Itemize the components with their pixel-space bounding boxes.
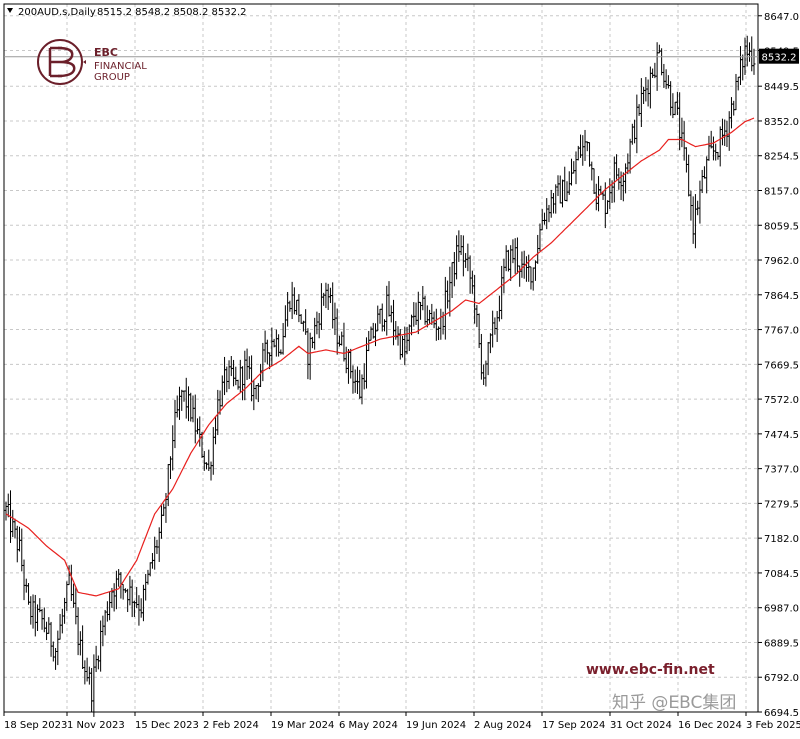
y-tick-label: 7572.0: [764, 395, 799, 406]
y-tick-label: 7767.0: [764, 326, 799, 337]
logo-brand: EBC: [94, 46, 118, 59]
moving-average: [5, 117, 755, 597]
x-tick-label: 16 Dec 2024: [678, 720, 742, 731]
last-price-label: 8532.2: [762, 53, 797, 64]
y-axis: 8647.08549.58449.58352.08254.58157.08059…: [758, 12, 799, 719]
y-tick-label: 6792.0: [764, 673, 799, 684]
site-watermark: www.ebc-fin.net: [586, 662, 715, 678]
y-tick-label: 7279.5: [764, 499, 799, 510]
x-tick-label: 15 Dec 2023: [135, 720, 199, 731]
y-tick-label: 7474.5: [764, 430, 799, 441]
logo-line2: GROUP: [94, 72, 130, 83]
y-tick-label: 8254.5: [764, 152, 799, 163]
symbol-label: 200AUD.s,Daily: [18, 7, 96, 18]
moving-average-line: [5, 117, 755, 597]
y-tick-label: 8059.5: [764, 221, 799, 232]
y-tick-label: 6987.0: [764, 604, 799, 615]
last-price-label-bg: [759, 48, 799, 64]
x-tick-label: 2 Aug 2024: [474, 720, 532, 731]
y-tick-label: 7182.0: [764, 534, 799, 545]
x-tick-label: 31 Oct 2024: [610, 720, 672, 731]
x-tick-label: 3 Feb 2025: [746, 720, 800, 731]
ohlc-bar: [752, 48, 756, 75]
chart-header: 200AUD.s,Daily 8515.2 8548.2 8508.2 8532…: [7, 7, 247, 18]
x-tick-label: 19 Mar 2024: [271, 720, 334, 731]
x-tick-label: 19 Jun 2024: [406, 720, 466, 731]
y-tick-label: 7864.5: [764, 291, 799, 302]
y-tick-label: 8352.0: [764, 117, 799, 128]
last-price-marker: 8532.2: [4, 48, 799, 64]
y-tick-label: 7669.5: [764, 360, 799, 371]
zhihu-watermark: 知乎 @EBC集团: [612, 693, 736, 713]
y-tick-label: 8647.0: [764, 12, 799, 23]
x-tick-label: 2 Feb 2024: [203, 720, 259, 731]
y-tick-label: 6889.5: [764, 638, 799, 649]
y-tick-label: 7377.0: [764, 465, 799, 476]
ebc-logo: EBC FINANCIAL GROUP: [37, 39, 147, 85]
plot-frame: [3, 3, 759, 713]
y-tick-label: 8449.5: [764, 82, 799, 93]
x-axis: 18 Sep 2023 1 Nov 2023 15 Dec 2023 2 Feb 20…: [3, 712, 800, 731]
dropdown-triangle-icon[interactable]: [7, 8, 13, 13]
ebc-emblem-icon: [37, 39, 86, 85]
y-tick-label: 6694.5: [764, 708, 799, 719]
x-tick-label: 17 Sep 2024: [542, 720, 605, 731]
x-tick-label: 6 May 2024: [339, 720, 398, 731]
y-tick-label: 8157.0: [764, 186, 799, 197]
ohlc-bars: [4, 35, 756, 717]
x-tick-label: 1 Nov 2023: [67, 720, 125, 731]
y-tick-label: 7084.5: [764, 569, 799, 580]
y-tick-label: 7962.0: [764, 256, 799, 267]
ohlc-values: 8515.2 8548.2 8508.2 8532.2: [97, 7, 247, 18]
logo-line1: FINANCIAL: [94, 61, 147, 72]
x-tick-label: 18 Sep 2023: [4, 720, 67, 731]
